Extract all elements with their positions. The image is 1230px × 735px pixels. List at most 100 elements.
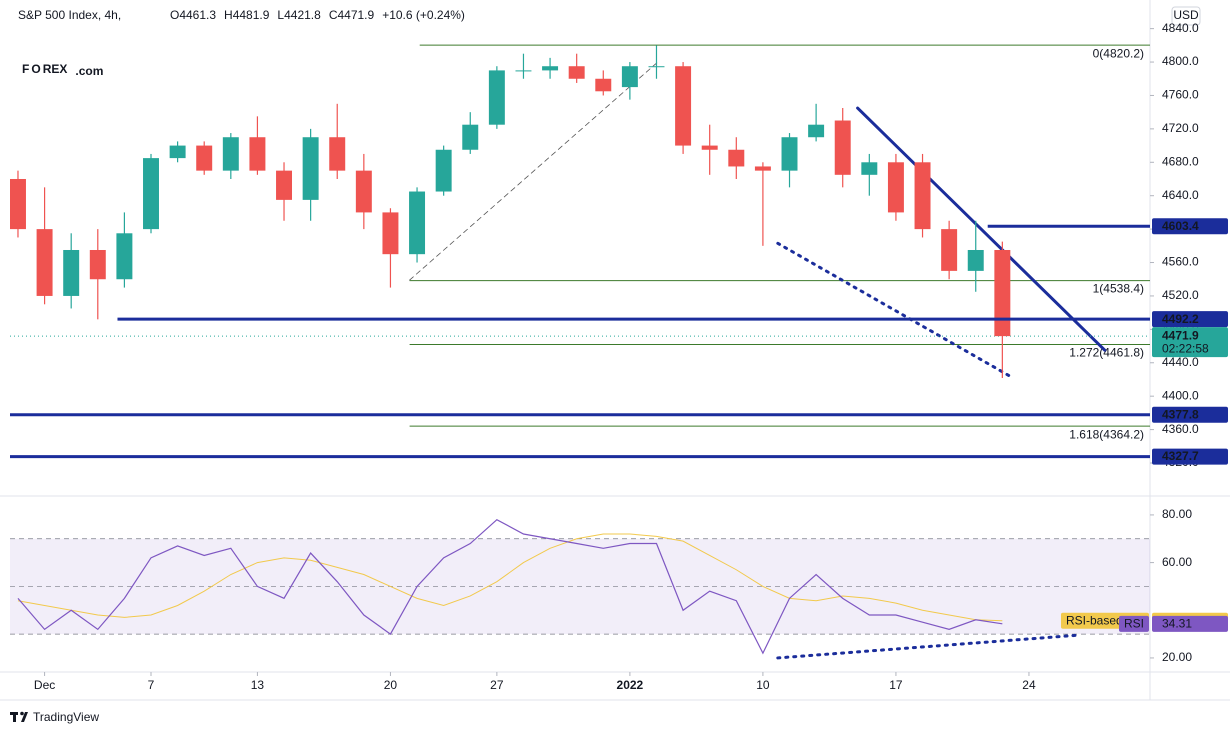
logo-part: REX: [43, 62, 68, 76]
fib-label: 0(4820.2): [1093, 46, 1144, 60]
fib-label: 1.618(4364.2): [1069, 427, 1144, 441]
candle-body: [409, 191, 426, 255]
level-label-box: [1152, 448, 1228, 465]
rsi-line: [17, 518, 1003, 655]
candle-body: [63, 249, 80, 296]
candle-body: [462, 124, 479, 150]
y-tick-label: 60.00: [1162, 555, 1192, 569]
ohlc-value: L4421.8: [277, 8, 321, 22]
logo-part: O: [31, 62, 40, 76]
logo-part: F: [22, 62, 29, 76]
candle-body: [861, 162, 878, 175]
fib-label: 1(4538.4): [1093, 282, 1144, 296]
last-price-label: 4471.9: [1162, 328, 1199, 342]
candle-body: [914, 162, 931, 230]
candle-body: [89, 249, 106, 280]
candle-body: [781, 137, 798, 171]
candle-body: [169, 145, 186, 159]
x-tick-label: 2022: [617, 678, 644, 692]
candle-body: [10, 178, 26, 230]
candle-body: [568, 66, 585, 79]
ohlc-value: O4461.3: [170, 8, 216, 22]
logo-part: .com: [75, 64, 103, 78]
ohlc-value: C4471.9: [329, 8, 375, 22]
x-tick-label: 10: [756, 678, 770, 692]
x-tick-label: 20: [384, 678, 398, 692]
candle-body: [116, 233, 133, 280]
level-label-box: [1152, 311, 1228, 328]
candle-body: [435, 149, 452, 192]
candle-body: [488, 70, 505, 125]
trendline: [409, 59, 661, 281]
ohlc-value: +10.6 (+0.24%): [382, 8, 465, 22]
candle-body: [701, 145, 718, 150]
y-tick-label: 4400.0: [1162, 388, 1199, 402]
candle-body: [994, 249, 1011, 337]
trendline: [856, 106, 1107, 352]
tv-logo-stem: [13, 712, 16, 722]
candle-body: [834, 120, 851, 175]
candle-body: [515, 70, 532, 72]
candle-body: [621, 66, 638, 88]
y-tick-label: 4560.0: [1162, 255, 1199, 269]
candle-body: [302, 137, 319, 200]
series-value-box: [1152, 615, 1228, 632]
rsi-line: [17, 533, 1003, 622]
candle-body: [941, 229, 958, 271]
y-tick-label: 4640.0: [1162, 188, 1199, 202]
y-tick-label: 20.00: [1162, 650, 1192, 664]
x-tick-label: 7: [148, 678, 155, 692]
x-tick-label: 24: [1022, 678, 1036, 692]
y-tick-label: 4800.0: [1162, 54, 1199, 68]
level-label: 4603.4: [1162, 219, 1199, 233]
trendline: [776, 241, 1014, 379]
x-tick-label: 17: [889, 678, 903, 692]
level-label-box: [1152, 406, 1228, 423]
y-tick-label: 80.00: [1162, 507, 1192, 521]
last-price-box: [1152, 327, 1228, 358]
y-tick-label: 4840.0: [1162, 21, 1199, 35]
level-label: 4377.8: [1162, 407, 1199, 421]
y-tick-label: 4520.0: [1162, 288, 1199, 302]
y-tick-label: 4360.0: [1162, 422, 1199, 436]
candle-body: [329, 137, 346, 171]
candle-body: [808, 124, 825, 138]
candle-body: [222, 137, 239, 171]
level-label: 4492.2: [1162, 312, 1199, 326]
rsi-trendline: [776, 633, 1082, 660]
footer-brand: TradingView: [33, 710, 99, 724]
tv-logo: [10, 711, 28, 722]
candle-body: [648, 66, 665, 68]
x-tick-label: Dec: [34, 678, 55, 692]
legend-entry: RSI: [1124, 617, 1144, 631]
candle-body: [355, 170, 372, 213]
tv-logo-slash: [21, 712, 28, 722]
level-label: 4327.7: [1162, 449, 1199, 463]
x-tick-label: 27: [490, 678, 504, 692]
candle-body: [675, 66, 692, 146]
series-value-label: 34.31: [1162, 617, 1192, 631]
candle-body: [36, 229, 53, 296]
candle-body: [754, 166, 771, 171]
level-label-box: [1152, 218, 1228, 235]
ohlc-value: H4481.9: [224, 8, 270, 22]
y-tick-label: 4720.0: [1162, 121, 1199, 135]
tv-logo-dot: [20, 711, 24, 716]
x-tick-label: 13: [251, 678, 265, 692]
fib-label: 1.272(4461.8): [1069, 346, 1144, 360]
candle-body: [728, 149, 745, 167]
symbol-title: S&P 500 Index, 4h,: [18, 8, 121, 22]
candle-body: [967, 249, 984, 271]
currency-box: [1171, 6, 1201, 26]
candle-body: [595, 78, 612, 92]
y-tick-label: 4760.0: [1162, 88, 1199, 102]
candle-body: [382, 212, 399, 255]
candle-body: [143, 158, 159, 230]
y-tick-label: 4440.0: [1162, 355, 1199, 369]
candle-body: [887, 162, 904, 213]
candle-body: [276, 170, 293, 200]
currency-label: USD: [1173, 8, 1199, 22]
series-name-box: [1118, 615, 1149, 632]
